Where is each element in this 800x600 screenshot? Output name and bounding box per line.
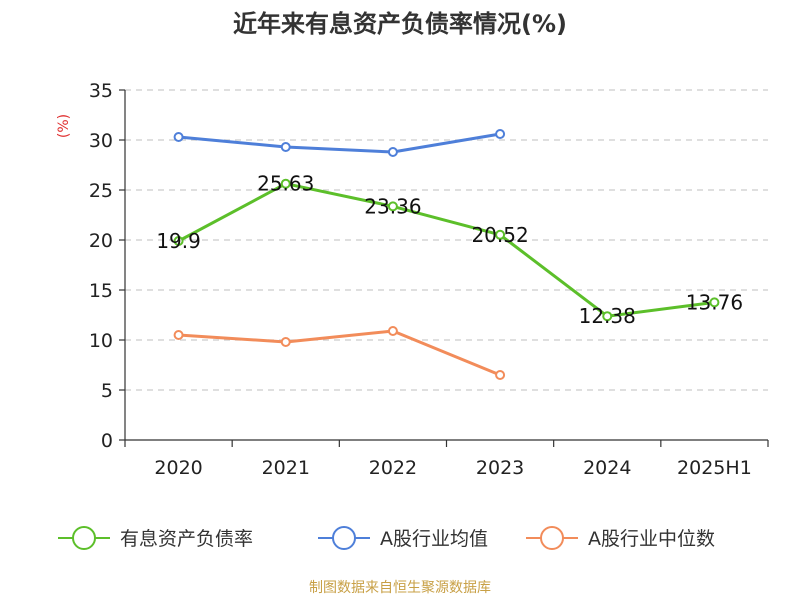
data-point: [387, 201, 398, 212]
y-tick-label: 5: [101, 380, 113, 402]
legend[interactable]: 有息资产负债率 A股行业均值 A股行业中位数: [58, 526, 715, 550]
data-point: [280, 142, 291, 152]
data-point: [495, 129, 506, 139]
legend-label: 有息资产负债率: [120, 528, 253, 550]
data-labels: 19.9 25.63 23.36 20.52 12.38 13.76: [156, 172, 743, 329]
legend-item[interactable]: A股行业均值: [318, 526, 488, 550]
y-tick-label: 10: [89, 330, 113, 352]
x-tick-label: 2023: [476, 457, 524, 479]
series-line: [178, 329, 501, 377]
x-tick-label: 2020: [154, 457, 202, 479]
axes: 0 5 10 15 20 25 30 35 2020 2021 2022 2023 2024 2025H1: [89, 80, 769, 479]
y-tick-label: 30: [89, 130, 113, 152]
y-tick-label: 35: [89, 80, 113, 102]
y-tick-label: 20: [89, 230, 113, 252]
data-label: 13.76: [686, 290, 743, 314]
y-tick-label: 0: [101, 430, 113, 452]
legend-swatch-marker: [72, 526, 96, 550]
series-line: [177, 182, 715, 318]
legend-swatch-marker: [332, 526, 356, 550]
legend-item[interactable]: 有息资产负债率: [58, 526, 253, 550]
legend-item[interactable]: A股行业中位数: [526, 526, 715, 550]
data-point: [495, 370, 506, 380]
data-point: [387, 147, 398, 157]
x-tick-label: 2021: [262, 457, 310, 479]
source-note: 制图数据来自恒生聚源数据库: [309, 580, 491, 596]
data-point: [280, 178, 291, 189]
data-label: 25.63: [257, 172, 314, 196]
data-point: [602, 311, 613, 322]
chart-title: 近年来有息资产负债率情况(%): [233, 10, 567, 38]
y-tick-label: 15: [89, 280, 113, 302]
series-line: [178, 132, 501, 154]
x-tick-label: 2022: [369, 457, 417, 479]
data-point: [709, 297, 720, 308]
data-label: 23.36: [364, 194, 421, 218]
data-label: 19.9: [156, 229, 201, 253]
legend-label: A股行业均值: [380, 528, 488, 550]
y-tick-label: 25: [89, 180, 113, 202]
legend-label: A股行业中位数: [588, 528, 715, 550]
x-tick-label: 2025H1: [677, 457, 752, 479]
data-point: [387, 326, 398, 336]
data-point: [495, 229, 506, 240]
data-point: [173, 132, 184, 142]
data-point: [173, 330, 184, 340]
x-tick-label: 2024: [583, 457, 631, 479]
grid: [125, 89, 768, 391]
y-axis-label: (%): [56, 114, 72, 138]
data-label: 20.52: [471, 223, 528, 247]
series: [173, 129, 720, 380]
legend-swatch-marker: [540, 526, 564, 550]
data-label: 12.38: [579, 304, 636, 328]
data-point: [173, 236, 184, 246]
data-point: [280, 337, 291, 347]
